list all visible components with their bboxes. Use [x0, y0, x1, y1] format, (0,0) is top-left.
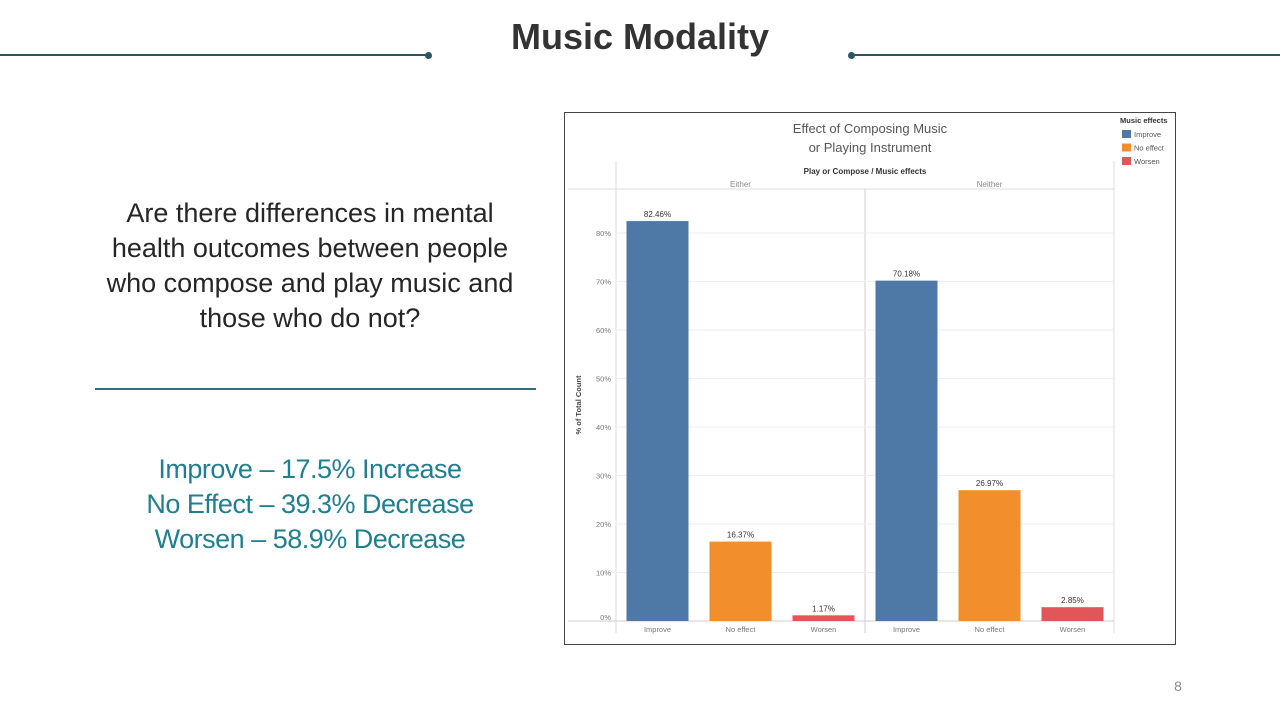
group-label-either: Either — [730, 180, 751, 189]
legend-swatch-worsen — [1122, 157, 1131, 165]
chart-title-line-1: Effect of Composing Music — [793, 121, 948, 136]
y-tick-label-50: 50% — [596, 375, 611, 384]
data-label-either-no-effect: 16.37% — [727, 531, 754, 540]
bar-neither-worsen — [1041, 607, 1104, 621]
data-label-either-improve: 82.46% — [644, 210, 671, 219]
bar-neither-no-effect — [958, 490, 1021, 621]
title-rule-left — [0, 54, 430, 56]
bar-either-worsen — [792, 615, 855, 621]
chart-title-line-2: or Playing Instrument — [809, 140, 932, 155]
legend-swatch-no-effect — [1122, 143, 1131, 152]
data-label-either-worsen: 1.17% — [812, 604, 835, 613]
page-number: 8 — [1174, 678, 1182, 694]
y-tick-label-70: 70% — [596, 278, 611, 287]
title-rule-right — [851, 54, 1280, 56]
x-tick-label-neither-improve: Improve — [893, 625, 920, 634]
y-tick-label-60: 60% — [596, 326, 611, 335]
y-tick-label-40: 40% — [596, 423, 611, 432]
y-tick-label-80: 80% — [596, 229, 611, 238]
data-label-neither-no-effect: 26.97% — [976, 479, 1003, 488]
bar-either-improve — [626, 221, 689, 621]
y-tick-label-30: 30% — [596, 472, 611, 481]
research-question: Are there differences in mental health o… — [106, 198, 514, 333]
x-tick-label-either-no-effect: No effect — [726, 625, 757, 634]
x-tick-label-either-worsen: Worsen — [811, 625, 837, 634]
x-tick-label-either-improve: Improve — [644, 625, 671, 634]
bar-either-no-effect — [709, 541, 772, 621]
section-divider — [95, 388, 536, 390]
finding-improve: Improve – 17.5% Increase — [158, 454, 462, 484]
data-label-neither-worsen: 2.85% — [1061, 596, 1084, 605]
y-tick-label-0: 0% — [600, 613, 611, 622]
y-tick-label-10: 10% — [596, 569, 611, 578]
title-rule-right-dot — [848, 51, 855, 59]
legend-label-worsen: Worsen — [1134, 157, 1160, 166]
finding-no-effect: No Effect – 39.3% Decrease — [146, 489, 474, 519]
title-rule-left-dot — [425, 51, 432, 59]
legend-title: Music effects — [1120, 116, 1168, 125]
legend-label-improve: Improve — [1134, 130, 1161, 139]
bar-chart: Effect of Composing Music or Playing Inst… — [568, 116, 1168, 634]
y-axis-label: % of Total Count — [574, 375, 583, 435]
x-tick-label-neither-no-effect: No effect — [975, 625, 1006, 634]
x-tick-label-neither-worsen: Worsen — [1060, 625, 1086, 634]
legend-label-no-effect: No effect — [1134, 144, 1165, 153]
data-label-neither-improve: 70.18% — [893, 270, 920, 279]
group-label-neither: Neither — [977, 180, 1003, 189]
bar-neither-improve — [875, 280, 938, 621]
slide-title: Music Modality — [510, 16, 770, 57]
chart-container: Effect of Composing Music or Playing Inst… — [564, 112, 1176, 645]
y-tick-label-20: 20% — [596, 520, 611, 529]
findings-list: Improve – 17.5% Increase No Effect – 39.… — [95, 452, 525, 557]
column-header: Play or Compose / Music effects — [804, 167, 927, 176]
finding-worsen: Worsen – 58.9% Decrease — [154, 524, 466, 554]
legend-swatch-improve — [1122, 130, 1131, 138]
